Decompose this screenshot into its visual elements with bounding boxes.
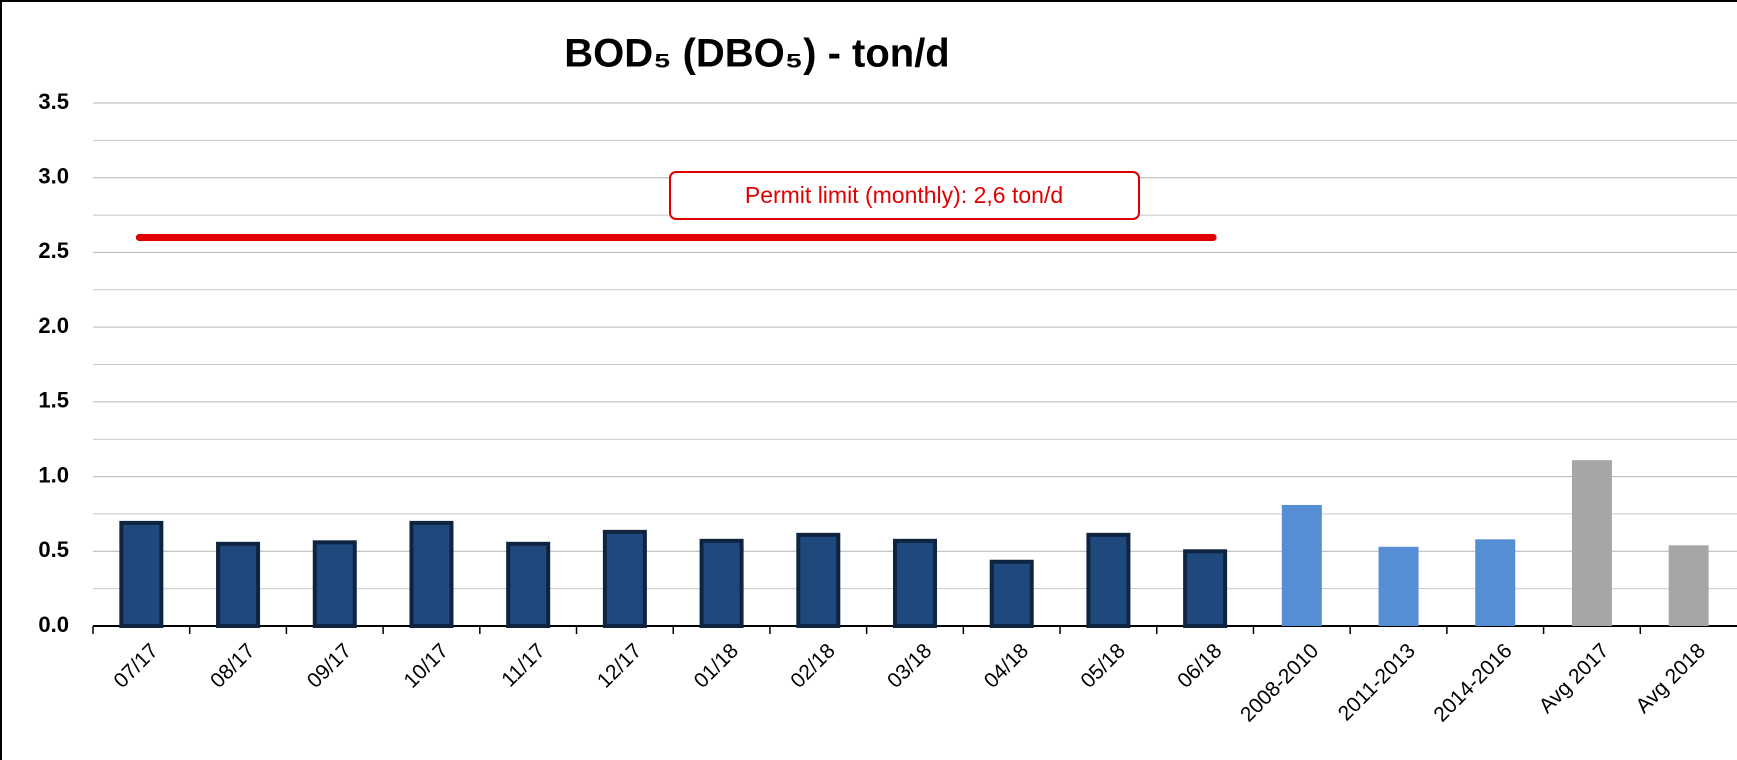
- bar: [1086, 532, 1131, 628]
- y-tick-label: 1.0: [38, 462, 69, 487]
- limit-label: Permit limit (monthly): 2,6 ton/d: [745, 182, 1063, 208]
- bar: [699, 538, 744, 629]
- bar: [1571, 460, 1612, 626]
- chart-title: BOD₅ (DBO₅) - ton/d: [564, 32, 950, 76]
- y-tick-label: 2.0: [38, 313, 69, 338]
- bar: [312, 540, 357, 629]
- bar: [1183, 549, 1228, 628]
- bar: [409, 520, 454, 628]
- bar: [1668, 545, 1709, 626]
- bar: [602, 529, 647, 628]
- bar: [989, 559, 1034, 629]
- bar: [1475, 539, 1516, 626]
- bar: [119, 520, 164, 628]
- bar: [506, 541, 551, 628]
- y-tick-label: 0.5: [38, 537, 69, 562]
- bar: [796, 532, 841, 628]
- y-tick-label: 3.5: [38, 89, 69, 114]
- bar: [216, 541, 261, 628]
- y-tick-label: 1.5: [38, 388, 69, 413]
- y-tick-label: 2.5: [38, 238, 69, 263]
- limit-label-box: [669, 171, 1140, 220]
- bar: [893, 538, 937, 629]
- y-tick-label: 0.0: [38, 612, 69, 637]
- bar: [1281, 504, 1322, 626]
- y-tick-label: 3.0: [38, 164, 69, 189]
- bar: [1378, 546, 1419, 626]
